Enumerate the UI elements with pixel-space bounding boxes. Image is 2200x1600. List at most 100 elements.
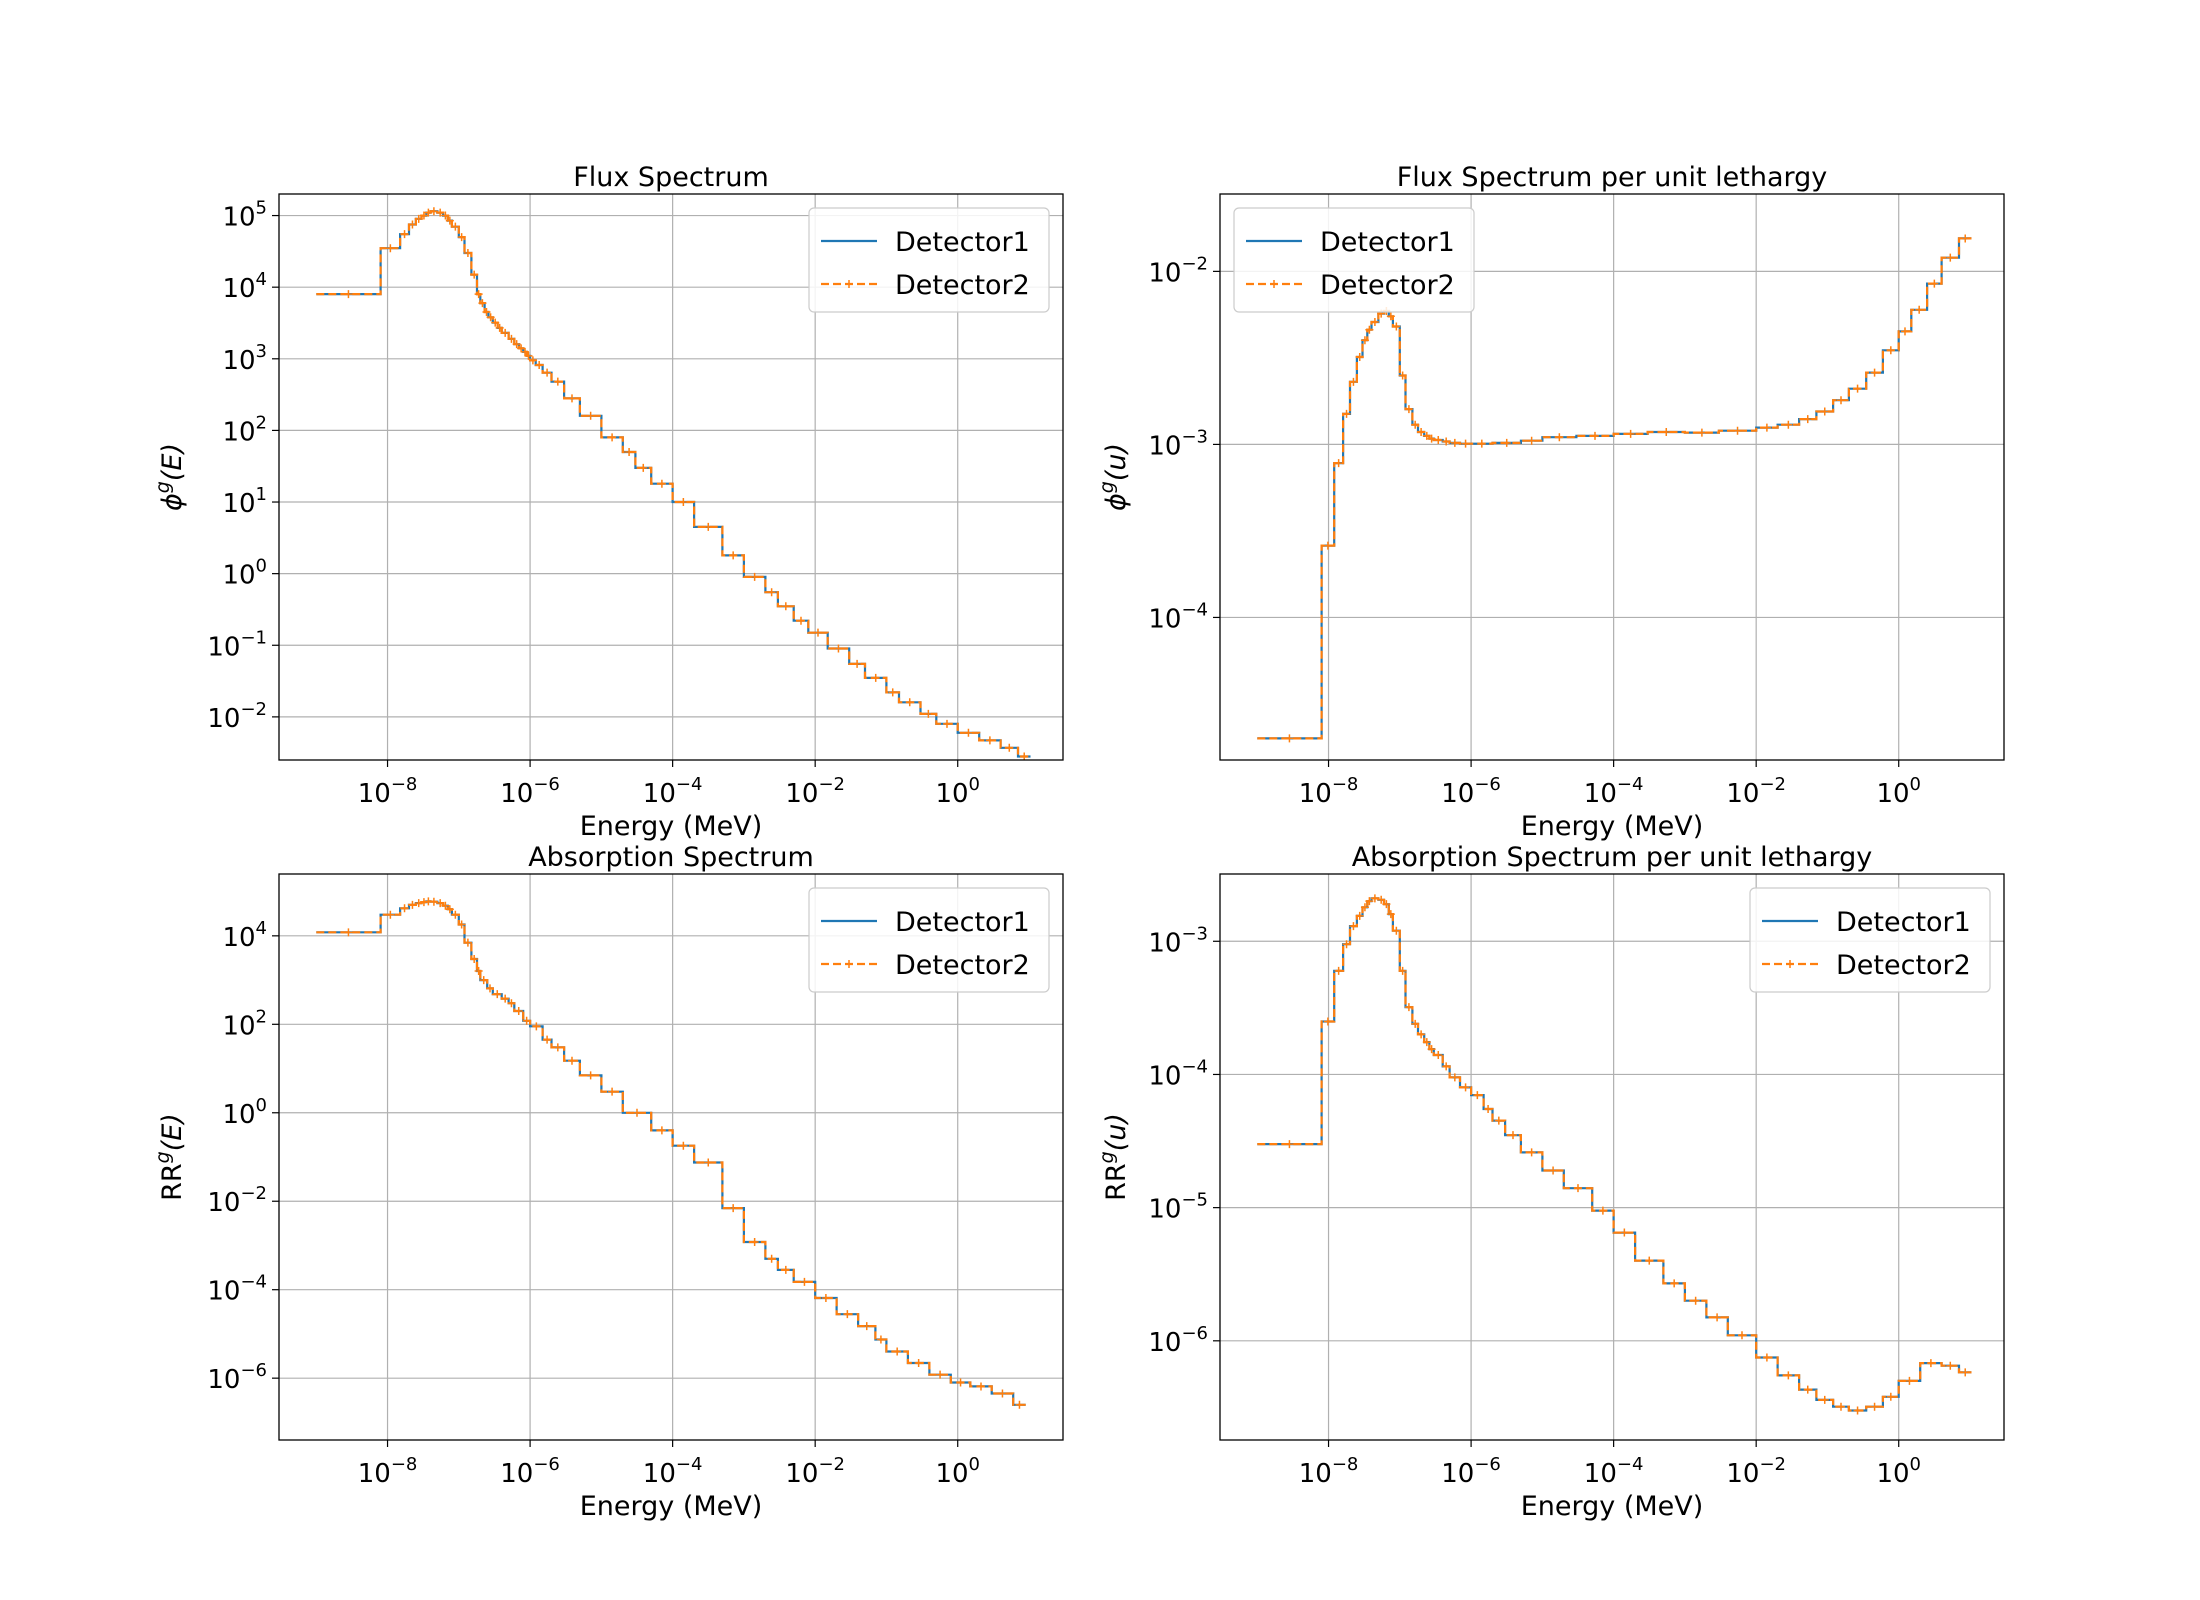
- detector2-marker: [1323, 1017, 1332, 1026]
- detector2-marker: [998, 1389, 1007, 1398]
- x-tick-label: 10−6: [1441, 774, 1501, 809]
- detector2-marker: [1591, 431, 1599, 440]
- detector2-marker: [408, 900, 417, 909]
- detector2-marker: [470, 954, 479, 963]
- x-tick-label: 10−8: [358, 1454, 418, 1489]
- axes-frame: [1219, 193, 2005, 761]
- detector2-marker: [1662, 427, 1671, 436]
- detector2-marker: [1365, 325, 1374, 334]
- detector2-marker: [436, 208, 445, 217]
- detector2-marker: [567, 394, 576, 403]
- detector2-marker: [1573, 1184, 1582, 1193]
- detector2-marker: [1015, 1400, 1024, 1409]
- detector2-marker: [956, 1378, 965, 1387]
- detector2-marker: [1494, 1116, 1503, 1125]
- detector2-marker: [729, 1204, 738, 1213]
- detector2-marker: [1555, 433, 1564, 442]
- detector2-marker: [1901, 327, 1909, 336]
- detector2-marker: [543, 368, 552, 377]
- y-tick-label: 103: [222, 341, 267, 376]
- detector2-marker: [1349, 922, 1358, 931]
- detector2-marker: [1473, 1091, 1482, 1100]
- legend-label: Detector1: [1836, 907, 1971, 938]
- detector2-marker: [781, 1265, 790, 1274]
- detector2-marker: [608, 1087, 617, 1096]
- detector2-marker: [400, 904, 409, 913]
- detector2-marker: [1886, 1392, 1895, 1401]
- legend-label: Detector1: [1320, 227, 1455, 258]
- detector2-marker: [1853, 1406, 1862, 1415]
- legend-marker: [1786, 960, 1794, 968]
- detector2-marker: [862, 1322, 871, 1331]
- detector2-marker: [729, 551, 738, 560]
- x-tick-label: 10−6: [500, 1454, 560, 1489]
- detector2-marker: [608, 433, 617, 442]
- detector2-marker: [470, 270, 479, 279]
- detector2-marker: [1392, 926, 1401, 935]
- axes-frame: [278, 873, 1064, 1441]
- chart-title: Flux Spectrum: [573, 162, 769, 193]
- chart-2: 10−8 10−6 10−4 10−2 100 10−4 10−3 10−2 Flux Spec…: [1096, 162, 2005, 842]
- detector2-marker: [834, 644, 843, 653]
- detector2-marker: [1342, 940, 1351, 949]
- detector2-marker: [495, 323, 504, 332]
- detector2-marker: [463, 938, 472, 947]
- detector2-marker: [1946, 1361, 1955, 1370]
- legend-box: [1749, 887, 1991, 993]
- detector2-marker: [507, 999, 516, 1008]
- detector2-marker: [445, 905, 454, 914]
- y-tick-label: 102: [222, 412, 267, 447]
- detector2-marker: [821, 1293, 830, 1302]
- detector2-marker: [414, 214, 423, 223]
- detector2-marker: [1417, 427, 1426, 436]
- detector2-marker: [463, 249, 472, 258]
- detector2-marker: [474, 967, 483, 976]
- legend-box: [1233, 207, 1475, 313]
- detector2-marker: [657, 479, 666, 488]
- detector2-marker: [936, 1370, 945, 1379]
- detector2-marker: [1323, 541, 1332, 550]
- detector2-marker: [767, 1254, 776, 1263]
- detector2-marker: [1598, 1206, 1607, 1215]
- detector2-marker: [586, 1071, 595, 1080]
- x-tick-label: 10−2: [1726, 1454, 1786, 1489]
- series-detector1-line: [1257, 237, 1972, 740]
- detector2-marker: [1803, 415, 1812, 424]
- detector2-marker: [1886, 346, 1895, 355]
- detector2-marker: [1461, 439, 1470, 448]
- x-axis-label: Energy (MeV): [580, 1491, 763, 1522]
- detector2-marker: [888, 688, 897, 697]
- detector2-marker: [491, 318, 500, 327]
- axes-frame: [278, 193, 1064, 761]
- detector2-marker: [501, 994, 510, 1003]
- detector2-marker: [1442, 437, 1451, 446]
- detector2-marker: [528, 356, 537, 365]
- detector2-marker: [1820, 407, 1829, 416]
- detector2-marker: [1762, 423, 1771, 432]
- y-tick-label: 10−5: [1148, 1190, 1208, 1225]
- x-tick-label: 100: [935, 774, 980, 809]
- detector2-marker: [1404, 405, 1413, 414]
- legend-label: Detector2: [1836, 950, 1971, 981]
- detector2-marker: [414, 899, 423, 908]
- detector2-marker: [1020, 752, 1029, 761]
- x-tick-label: 10−2: [1726, 774, 1786, 809]
- detector2-marker: [924, 709, 933, 718]
- detector2-marker: [876, 1335, 885, 1344]
- y-tick-label: 100: [222, 1095, 267, 1130]
- detector2-marker: [1620, 1228, 1629, 1237]
- detector2-marker: [1626, 429, 1635, 438]
- detector2-marker: [679, 498, 688, 507]
- detector2-marker: [1509, 1131, 1517, 1140]
- detector2-marker: [1961, 1368, 1970, 1377]
- detector2-marker: [1417, 1030, 1426, 1039]
- detector2-marker: [543, 1035, 552, 1044]
- legend-label: Detector2: [895, 950, 1030, 981]
- detector2-marker: [524, 351, 533, 360]
- x-tick-label: 10−2: [785, 1454, 845, 1489]
- x-axis-label: Energy (MeV): [580, 811, 763, 842]
- detector2-marker: [1477, 439, 1486, 448]
- detector2-marker: [1461, 1083, 1470, 1092]
- detector2-marker: [1870, 368, 1879, 377]
- legend-label: Detector2: [1320, 270, 1455, 301]
